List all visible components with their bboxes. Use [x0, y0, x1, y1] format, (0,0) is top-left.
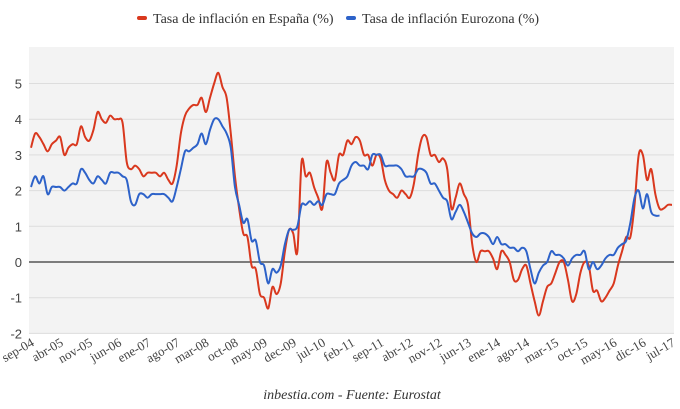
y-tick-label: 3: [15, 148, 22, 163]
series-lines: [30, 71, 673, 317]
y-tick-label: 4: [15, 112, 22, 127]
y-tick-label: 1: [15, 219, 22, 234]
legend-label-spain: Tasa de inflación en España (%): [153, 12, 334, 27]
legend-label-eurozone: Tasa de inflación Eurozona (%): [362, 12, 539, 27]
legend: Tasa de inflación en España (%) Tasa de …: [137, 12, 539, 27]
legend-item-spain[interactable]: Tasa de inflación en España (%): [137, 12, 334, 27]
y-tick-label: 2: [15, 184, 22, 199]
legend-swatch-eurozone: [346, 16, 356, 20]
y-tick-label: 5: [15, 77, 22, 92]
series-line-eurozone: [30, 117, 660, 285]
y-tick-label: -1: [10, 291, 22, 306]
y-tick-label: 0: [15, 255, 22, 270]
y-tick-label: -2: [10, 326, 22, 341]
gridlines: [29, 83, 674, 334]
y-axis: -2 -1 0 1 2 3 4 5: [10, 77, 22, 342]
legend-item-eurozone[interactable]: Tasa de inflación Eurozona (%): [346, 12, 539, 27]
source-caption: inbestia.com - Fuente: Eurostat: [263, 388, 442, 403]
x-axis: sep-04abr-05nov-05jun-06ene-07ago-07mar-…: [0, 334, 678, 367]
plot-background: [29, 47, 674, 333]
series-line-spain: [30, 71, 673, 317]
x-tick-label: jul-17: [642, 334, 678, 363]
legend-swatch-spain: [137, 16, 147, 20]
